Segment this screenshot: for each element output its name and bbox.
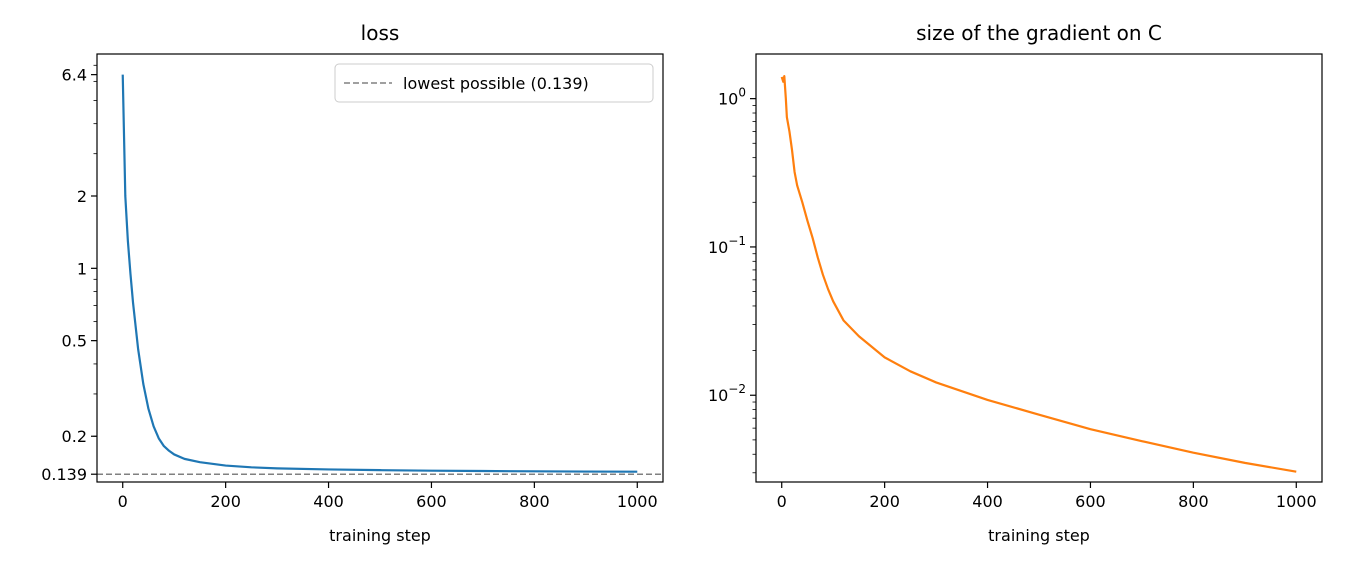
- gradient-y-tick-label: 10−1: [708, 234, 746, 257]
- gradient-chart: size of the gradient on C 0 200 400 600 800 1…: [708, 21, 1323, 545]
- gradient-x-tick-label: 1000: [1276, 492, 1317, 511]
- tick-label-exponent: 0: [738, 86, 746, 100]
- loss-chart: loss 0 200 400 600 800 1000 0.139 0.2 0.5 1 2 6.4 t…: [41, 21, 664, 545]
- loss-y-tick-label: 0.5: [62, 332, 87, 351]
- loss-x-axis-label: training step: [329, 526, 431, 545]
- loss-axis-ticks: 0 200 400 600 800 1000 0.139 0.2 0.5 1 2 6.4: [41, 64, 658, 511]
- loss-x-tick-label: 200: [210, 492, 241, 511]
- gradient-y-tick-label: 100: [718, 86, 746, 109]
- loss-plot-area: [97, 74, 663, 475]
- loss-y-tick-label: 1: [77, 259, 87, 278]
- gradient-plot-frame: [755, 53, 1323, 483]
- loss-y-tick-label: 0.139: [41, 465, 87, 484]
- gradient-x-axis-label: training step: [988, 526, 1090, 545]
- gradient-x-tick-label: 0: [777, 492, 787, 511]
- gradient-chart-title: size of the gradient on C: [916, 21, 1162, 45]
- loss-x-tick-label: 600: [416, 492, 447, 511]
- loss-x-tick-label: 800: [519, 492, 550, 511]
- loss-legend: lowest possible (0.139): [334, 63, 654, 103]
- loss-x-tick-label: 1000: [617, 492, 658, 511]
- tick-label-base: 10: [708, 238, 728, 257]
- loss-series-line: [121, 74, 638, 473]
- loss-y-tick-label: 0.2: [62, 427, 87, 446]
- tick-label-exponent: −2: [728, 382, 746, 396]
- gradient-plot-area: [780, 74, 1297, 473]
- legend-label: lowest possible (0.139): [403, 74, 589, 93]
- loss-x-tick-label: 400: [313, 492, 344, 511]
- gradient-series-line: [780, 74, 1297, 473]
- gradient-x-tick-label: 400: [972, 492, 1003, 511]
- tick-label-base: 10: [718, 90, 738, 109]
- gradient-y-tick-label: 10−2: [708, 382, 746, 405]
- loss-chart-title: loss: [361, 21, 400, 45]
- loss-x-tick-label: 0: [118, 492, 128, 511]
- gradient-x-tick-label: 200: [869, 492, 900, 511]
- loss-y-tick-label: 6.4: [62, 66, 87, 85]
- legend-box: [334, 63, 654, 103]
- loss-plot-frame: [96, 53, 664, 483]
- tick-label-base: 10: [708, 386, 728, 405]
- loss-y-tick-label: 2: [77, 187, 87, 206]
- gradient-x-tick-label: 600: [1075, 492, 1106, 511]
- gradient-x-tick-label: 800: [1178, 492, 1209, 511]
- tick-label-exponent: −1: [728, 234, 746, 248]
